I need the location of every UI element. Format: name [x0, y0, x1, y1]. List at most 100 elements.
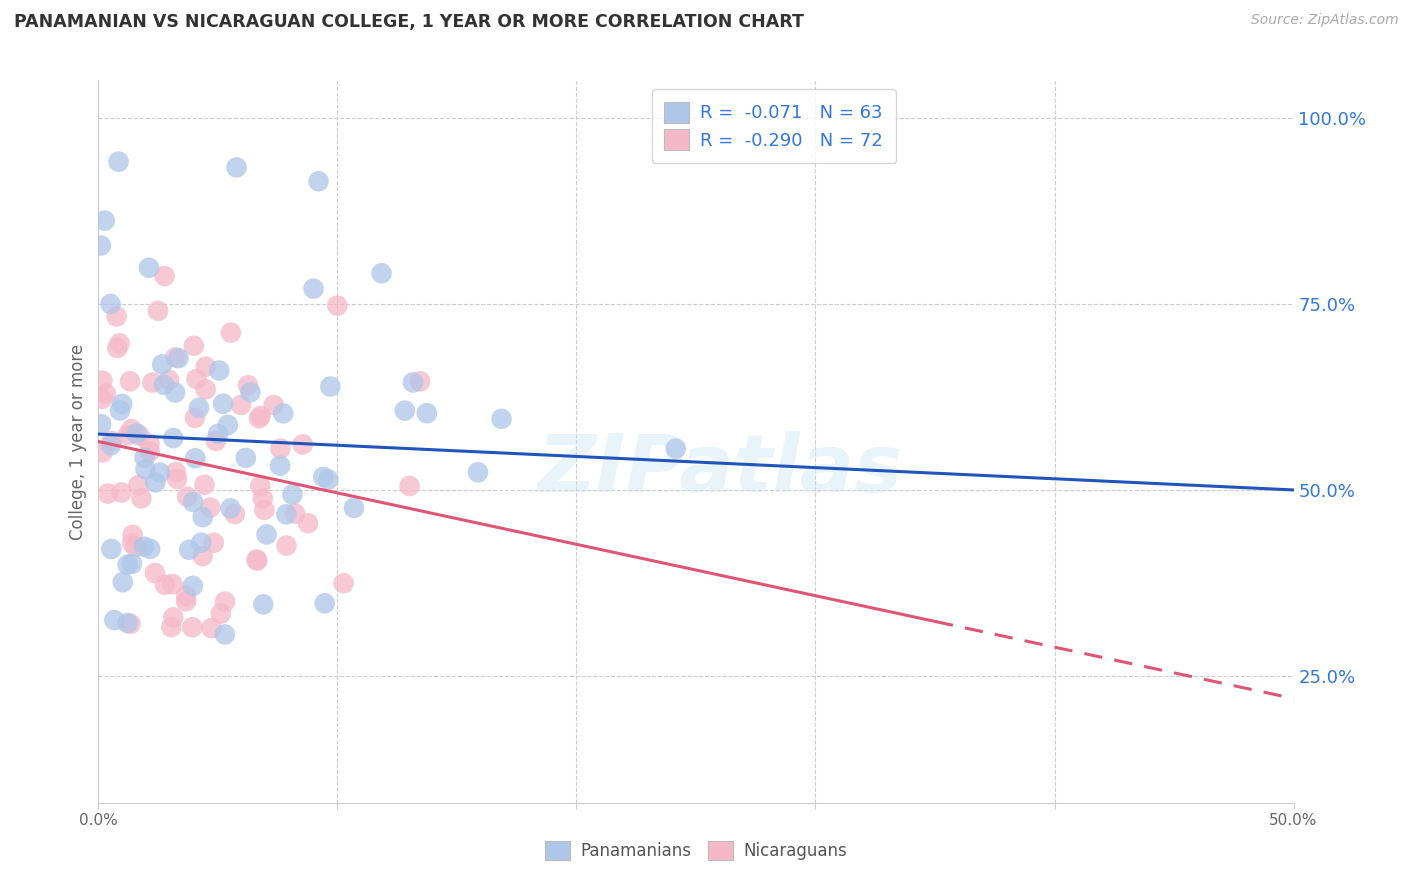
Text: ZIPatlas: ZIPatlas — [537, 432, 903, 509]
Point — [219, 326, 242, 340]
Point — [131, 491, 153, 506]
Point — [200, 500, 222, 515]
Point — [284, 507, 307, 521]
Point — [224, 507, 246, 521]
Point — [190, 535, 212, 549]
Point — [165, 351, 187, 365]
Point — [179, 542, 201, 557]
Point — [138, 260, 160, 275]
Point — [166, 472, 188, 486]
Point — [121, 557, 143, 571]
Point — [117, 615, 139, 630]
Point — [105, 310, 128, 324]
Point — [239, 385, 262, 400]
Point — [162, 431, 184, 445]
Point — [181, 579, 204, 593]
Point — [103, 613, 125, 627]
Point — [186, 372, 208, 386]
Point — [145, 475, 167, 490]
Point — [134, 462, 156, 476]
Point — [105, 341, 128, 355]
Point — [343, 500, 366, 515]
Point — [236, 378, 259, 392]
Point — [97, 486, 120, 500]
Point — [219, 501, 242, 516]
Point — [165, 465, 187, 479]
Point — [314, 596, 336, 610]
Point — [246, 552, 269, 566]
Point — [107, 154, 129, 169]
Point — [247, 411, 270, 425]
Point — [249, 409, 271, 423]
Point — [184, 451, 207, 466]
Point — [269, 442, 291, 456]
Point — [174, 594, 197, 608]
Point — [127, 478, 149, 492]
Point — [191, 549, 214, 563]
Point — [184, 410, 207, 425]
Point — [153, 578, 176, 592]
Point — [124, 540, 146, 554]
Point — [90, 238, 112, 252]
Point — [253, 503, 276, 517]
Point — [235, 450, 257, 465]
Point — [194, 383, 217, 397]
Text: Source: ZipAtlas.com: Source: ZipAtlas.com — [1251, 13, 1399, 28]
Point — [194, 359, 217, 374]
Point — [108, 336, 131, 351]
Point — [150, 357, 173, 371]
Point — [214, 594, 236, 608]
Point — [100, 541, 122, 556]
Point — [157, 373, 180, 387]
Point — [174, 589, 197, 603]
Point — [183, 339, 205, 353]
Point — [91, 374, 114, 388]
Point — [188, 401, 211, 415]
Point — [132, 540, 155, 554]
Point — [402, 376, 425, 390]
Point — [217, 417, 239, 432]
Point — [125, 426, 148, 441]
Point — [256, 527, 278, 541]
Point — [100, 438, 122, 452]
Point — [276, 508, 298, 522]
Point — [394, 403, 416, 417]
Point — [319, 379, 342, 393]
Point — [326, 299, 349, 313]
Point — [398, 479, 420, 493]
Point — [205, 434, 228, 448]
Point — [665, 442, 688, 456]
Point — [209, 607, 232, 621]
Point — [162, 610, 184, 624]
Point — [318, 473, 340, 487]
Point — [121, 536, 143, 550]
Point — [91, 392, 114, 406]
Point — [139, 444, 162, 458]
Point — [200, 621, 222, 635]
Point — [118, 374, 141, 388]
Point — [214, 627, 236, 641]
Point — [207, 426, 229, 441]
Point — [252, 491, 274, 506]
Point — [370, 266, 392, 280]
Point — [149, 466, 172, 480]
Point — [416, 406, 439, 420]
Point — [229, 398, 252, 412]
Point — [246, 553, 269, 567]
Point — [100, 297, 122, 311]
Point — [90, 417, 112, 432]
Point — [491, 412, 513, 426]
Point — [100, 434, 122, 448]
Legend: Panamanians, Nicaraguans: Panamanians, Nicaraguans — [538, 834, 853, 867]
Point — [165, 385, 187, 400]
Point — [269, 458, 291, 473]
Point — [271, 406, 294, 420]
Point — [160, 620, 183, 634]
Point — [191, 510, 214, 524]
Point — [202, 535, 225, 549]
Point — [212, 397, 235, 411]
Point — [291, 437, 314, 451]
Point — [252, 598, 274, 612]
Point — [121, 528, 143, 542]
Point — [263, 398, 285, 412]
